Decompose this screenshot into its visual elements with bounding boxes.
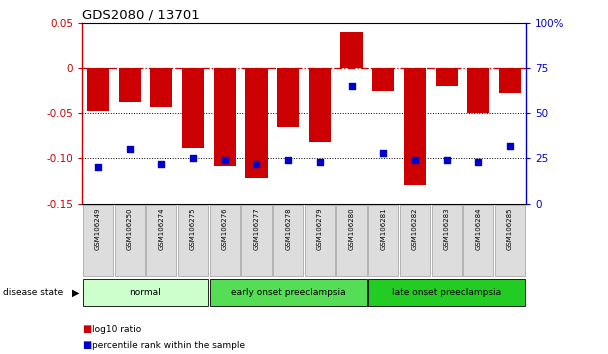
Text: ▶: ▶	[72, 288, 79, 298]
Bar	[495, 205, 525, 276]
Point	[252, 161, 261, 167]
Text: percentile rank within the sample: percentile rank within the sample	[92, 341, 246, 350]
Bar	[368, 279, 525, 307]
Point	[156, 161, 166, 167]
Point	[315, 159, 325, 165]
Text: log10 ratio: log10 ratio	[92, 325, 142, 334]
Bar	[340, 32, 362, 68]
Bar	[241, 205, 272, 276]
Text: GSM106250: GSM106250	[126, 207, 133, 250]
Bar	[368, 205, 398, 276]
Text: GSM106276: GSM106276	[222, 207, 228, 250]
Text: ■: ■	[82, 324, 91, 334]
Text: GSM106277: GSM106277	[254, 207, 260, 250]
Bar	[372, 68, 395, 91]
Point	[442, 158, 452, 163]
Bar	[400, 205, 430, 276]
Text: GSM106281: GSM106281	[380, 207, 386, 250]
Bar	[277, 68, 299, 127]
Bar	[182, 68, 204, 148]
Bar	[305, 205, 335, 276]
Bar	[273, 205, 303, 276]
Bar	[119, 68, 140, 102]
Point	[125, 147, 134, 152]
Bar	[468, 68, 489, 113]
Text: normal: normal	[130, 289, 161, 297]
Text: GSM106285: GSM106285	[507, 207, 513, 250]
Text: GSM106283: GSM106283	[444, 207, 450, 250]
Point	[347, 83, 356, 89]
Bar	[114, 205, 145, 276]
Text: GSM106282: GSM106282	[412, 207, 418, 250]
Text: disease state: disease state	[3, 289, 63, 297]
Bar	[336, 205, 367, 276]
Bar	[309, 68, 331, 142]
Text: GDS2080 / 13701: GDS2080 / 13701	[82, 9, 200, 22]
Text: GSM106280: GSM106280	[348, 207, 354, 250]
Point	[188, 156, 198, 161]
Text: ■: ■	[82, 340, 91, 350]
Point	[410, 158, 420, 163]
Text: GSM106279: GSM106279	[317, 207, 323, 250]
Text: GSM106274: GSM106274	[158, 207, 164, 250]
Text: late onset preeclampsia: late onset preeclampsia	[392, 289, 501, 297]
Point	[474, 159, 483, 165]
Bar	[210, 205, 240, 276]
Bar	[83, 279, 208, 307]
Bar	[83, 205, 113, 276]
Bar	[147, 205, 176, 276]
Point	[378, 150, 388, 156]
Point	[93, 165, 103, 170]
Bar	[246, 68, 268, 178]
Text: early onset preeclampsia: early onset preeclampsia	[231, 289, 345, 297]
Point	[505, 143, 515, 149]
Bar	[432, 205, 461, 276]
Bar	[213, 68, 236, 166]
Bar	[150, 68, 173, 107]
Text: GSM106284: GSM106284	[475, 207, 482, 250]
Point	[283, 158, 293, 163]
Bar	[499, 68, 521, 93]
Bar	[210, 279, 367, 307]
Bar	[435, 68, 458, 86]
Bar	[463, 205, 494, 276]
Text: GSM106275: GSM106275	[190, 207, 196, 250]
Point	[220, 158, 230, 163]
Text: GSM106278: GSM106278	[285, 207, 291, 250]
Bar	[87, 68, 109, 112]
Text: GSM106249: GSM106249	[95, 207, 101, 250]
Bar	[404, 68, 426, 185]
Bar	[178, 205, 208, 276]
